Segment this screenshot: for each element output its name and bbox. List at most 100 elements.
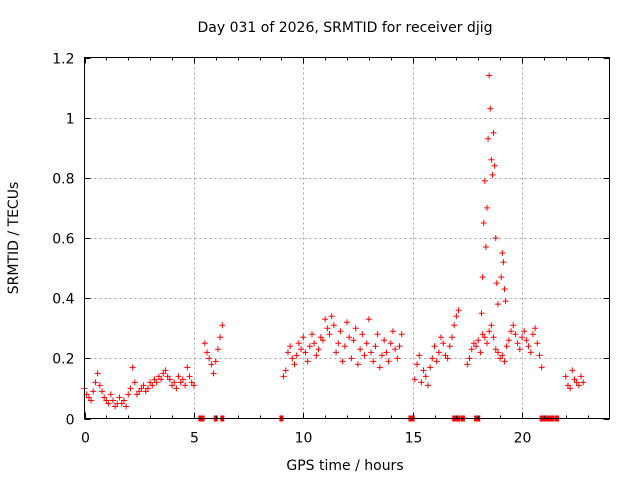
data-point — [381, 337, 388, 344]
data-point — [534, 340, 541, 347]
data-point — [444, 355, 451, 362]
data-point — [346, 334, 353, 341]
data-point — [284, 349, 291, 356]
data-point — [493, 280, 500, 287]
data-point — [569, 367, 576, 374]
y-tick-label: 0 — [66, 413, 75, 429]
data-point — [123, 403, 130, 410]
data-point — [166, 376, 173, 383]
data-point — [532, 325, 539, 332]
data-point — [333, 349, 340, 356]
data-point — [158, 376, 165, 383]
y-tick-label: 1 — [66, 112, 75, 128]
data-point — [500, 259, 507, 266]
data-point — [488, 156, 495, 163]
data-point — [309, 331, 315, 338]
data-point — [578, 373, 585, 380]
data-point — [374, 331, 381, 338]
data-point — [169, 382, 175, 389]
data-point — [442, 352, 449, 359]
data-point — [492, 235, 499, 241]
data-point — [116, 394, 123, 401]
data-point — [162, 367, 169, 374]
data-point — [300, 334, 307, 341]
data-point — [536, 352, 543, 359]
data-point — [499, 352, 506, 359]
data-point — [481, 334, 488, 341]
data-point — [477, 349, 484, 356]
data-point — [416, 352, 423, 359]
data-point — [99, 388, 105, 395]
data-point — [291, 361, 298, 368]
data-point — [302, 349, 309, 356]
data-point — [287, 343, 294, 350]
data-point — [485, 135, 492, 142]
data-point — [414, 361, 420, 368]
data-point — [153, 379, 160, 386]
data-point — [433, 358, 440, 365]
data-point — [491, 162, 498, 169]
data-point — [188, 379, 195, 386]
y-tick-label: 0.6 — [52, 232, 74, 248]
data-point — [387, 340, 394, 347]
data-point — [420, 367, 427, 374]
data-point — [363, 340, 370, 347]
data-point — [494, 301, 501, 308]
data-point — [521, 328, 528, 335]
data-point — [479, 331, 486, 338]
data-point — [567, 385, 574, 392]
grid-layer — [84, 57, 610, 419]
data-point — [418, 379, 425, 386]
data-point — [138, 385, 145, 392]
data-point — [398, 331, 405, 338]
data-point — [422, 373, 429, 380]
data-point — [335, 340, 342, 347]
data-point — [298, 346, 305, 353]
x-axis-title: GPS time / hours — [286, 458, 403, 474]
data-point — [127, 385, 134, 392]
data-point — [527, 349, 534, 356]
data-point — [306, 343, 313, 350]
data-point — [486, 328, 493, 335]
data-point — [208, 361, 215, 368]
data-point — [516, 346, 523, 353]
data-point — [514, 340, 521, 347]
data-point — [186, 373, 193, 380]
data-point — [131, 379, 138, 386]
x-tick-label: 10 — [295, 431, 313, 447]
data-point — [429, 355, 436, 362]
data-point — [523, 337, 530, 344]
data-point — [499, 250, 506, 257]
data-point — [85, 394, 92, 401]
y-tick-label: 0.4 — [52, 292, 74, 308]
data-point — [182, 382, 189, 389]
data-point — [92, 379, 99, 386]
data-point — [344, 319, 350, 326]
x-tick-label: 0 — [81, 431, 90, 447]
data-point — [136, 388, 143, 395]
data-point — [361, 352, 368, 359]
data-point — [427, 364, 434, 371]
data-point — [134, 391, 140, 398]
data-point — [473, 343, 480, 350]
data-point — [214, 346, 221, 353]
data-point — [88, 397, 95, 404]
data-point — [529, 331, 536, 338]
data-point — [212, 358, 219, 365]
data-point — [179, 376, 186, 383]
data-point — [204, 349, 210, 356]
data-point — [385, 358, 392, 365]
data-point — [140, 382, 147, 389]
data-point — [564, 382, 571, 389]
data-point — [341, 343, 348, 350]
data-point — [109, 397, 116, 404]
data-point — [142, 388, 149, 395]
data-point — [392, 346, 399, 353]
x-tick-label: 20 — [514, 431, 532, 447]
data-point — [508, 328, 515, 335]
data-point — [497, 355, 504, 362]
data-point — [502, 298, 509, 305]
data-point — [350, 337, 357, 344]
data-point — [164, 373, 171, 380]
data-point — [201, 340, 208, 347]
